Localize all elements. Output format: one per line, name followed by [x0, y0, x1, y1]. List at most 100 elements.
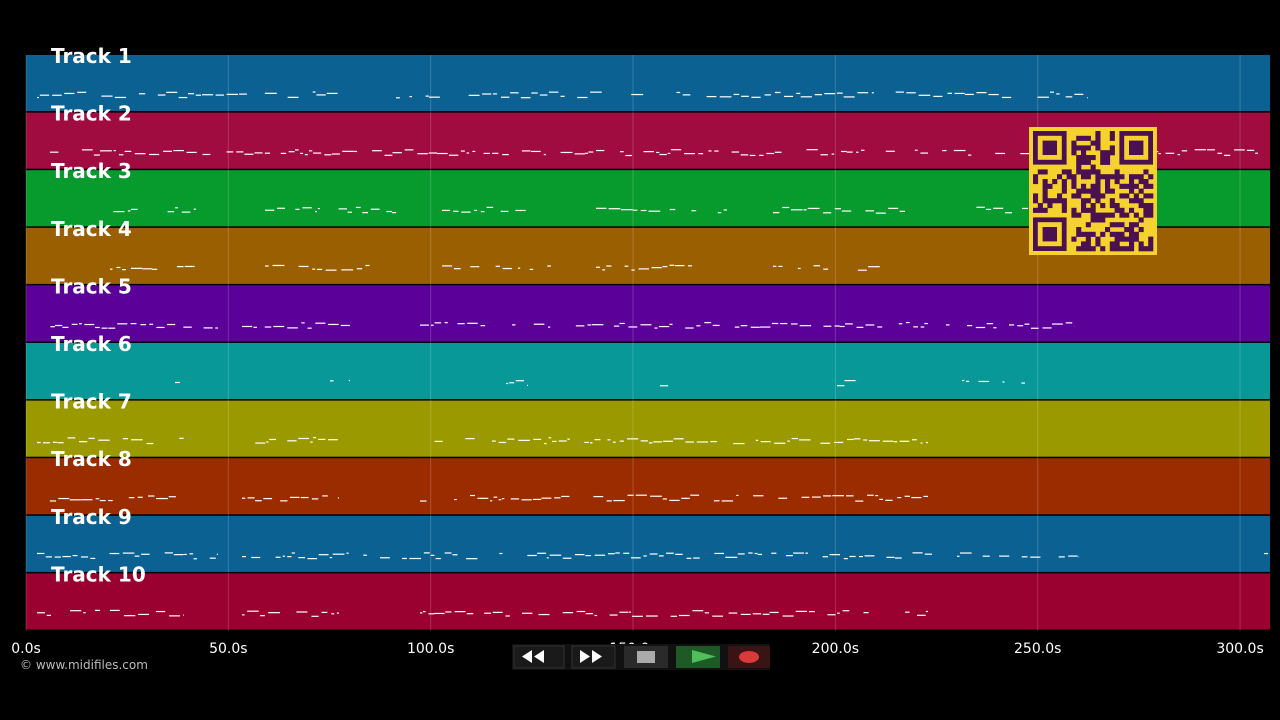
qr-module	[1081, 203, 1087, 209]
qr-module	[1119, 183, 1125, 189]
qr-module	[1090, 203, 1096, 209]
qr-module	[1095, 212, 1101, 218]
qr-module	[1109, 188, 1115, 194]
tick-label: 300.0s	[1216, 641, 1263, 657]
track-label: Track 2	[51, 102, 132, 126]
qr-module	[1133, 222, 1139, 228]
qr-module	[1085, 174, 1091, 180]
qr-module	[1109, 174, 1115, 180]
qr-module	[1071, 236, 1077, 242]
qr-module	[1114, 207, 1120, 213]
qr-module	[1076, 155, 1082, 161]
qr-module	[1085, 236, 1091, 242]
qr-module	[1114, 179, 1120, 185]
qr-module	[1129, 207, 1135, 213]
qr-module	[1105, 179, 1111, 185]
track-lane	[26, 515, 1270, 572]
qr-module	[1148, 193, 1154, 199]
qr-module	[1042, 198, 1048, 204]
qr-module	[1042, 193, 1048, 199]
qr-module	[1052, 198, 1058, 204]
qr-module	[1052, 179, 1058, 185]
qr-module	[1085, 222, 1091, 228]
qr-module	[1033, 207, 1039, 213]
qr-module	[1085, 135, 1091, 141]
qr-finder	[1042, 227, 1057, 242]
qr-module	[1100, 159, 1106, 165]
qr-module	[1061, 207, 1067, 213]
qr-module	[1095, 145, 1101, 151]
qr-module	[1033, 174, 1039, 180]
qr-module	[1148, 212, 1154, 218]
qr-module	[1143, 212, 1149, 218]
qr-module	[1124, 246, 1130, 252]
qr-module	[1119, 246, 1125, 252]
qr-module	[1095, 135, 1101, 141]
qr-module	[1042, 183, 1048, 189]
qr-module	[1095, 140, 1101, 146]
grid	[25, 55, 1241, 631]
qr-module	[1085, 198, 1091, 204]
qr-module	[1061, 169, 1067, 175]
qr-module	[1081, 135, 1087, 141]
qr-module	[1061, 188, 1067, 194]
qr-code	[1029, 127, 1157, 255]
qr-module	[1138, 203, 1144, 209]
qr-module	[1133, 231, 1139, 237]
qr-module	[1095, 198, 1101, 204]
qr-module	[1119, 193, 1125, 199]
transport-controls	[512, 644, 770, 670]
record-button[interactable]	[728, 646, 770, 668]
stop-button[interactable]	[624, 646, 668, 668]
qr-module	[1105, 159, 1111, 165]
rewind-button[interactable]	[513, 645, 565, 669]
qr-module	[1143, 207, 1149, 213]
qr-module	[1119, 207, 1125, 213]
qr-module	[1090, 246, 1096, 252]
qr-module	[1119, 222, 1125, 228]
qr-module	[1100, 203, 1106, 209]
qr-module	[1047, 183, 1053, 189]
qr-module	[1076, 231, 1082, 237]
tick-label: 0.0s	[11, 641, 41, 657]
qr-module	[1081, 183, 1087, 189]
qr-module	[1148, 174, 1154, 180]
qr-module	[1109, 135, 1115, 141]
forward-button[interactable]	[571, 645, 616, 669]
qr-module	[1133, 174, 1139, 180]
qr-module	[1109, 246, 1115, 252]
qr-module	[1066, 174, 1072, 180]
qr-module	[1081, 188, 1087, 194]
qr-module	[1124, 236, 1130, 242]
qr-module	[1090, 164, 1096, 170]
qr-module	[1143, 193, 1149, 199]
qr-module	[1095, 188, 1101, 194]
qr-module	[1081, 145, 1087, 151]
qr-module	[1109, 131, 1115, 137]
qr-module	[1100, 212, 1106, 218]
qr-module	[1095, 236, 1101, 242]
qr-module	[1071, 212, 1077, 218]
qr-module	[1042, 188, 1048, 194]
qr-module	[1129, 174, 1135, 180]
qr-module	[1085, 231, 1091, 237]
qr-module	[1061, 203, 1067, 209]
qr-module	[1033, 193, 1039, 199]
track-lane	[26, 573, 1270, 630]
qr-module	[1042, 169, 1048, 175]
qr-module	[1090, 217, 1096, 223]
play-button[interactable]	[676, 646, 720, 668]
track-lane	[26, 285, 1270, 342]
qr-module	[1129, 241, 1135, 247]
qr-module	[1129, 236, 1135, 242]
qr-module	[1148, 183, 1154, 189]
qr-module	[1114, 203, 1120, 209]
tick-label: 100.0s	[407, 641, 454, 657]
qr-module	[1090, 155, 1096, 161]
qr-module	[1105, 188, 1111, 194]
qr-module	[1148, 241, 1154, 247]
qr-module	[1081, 241, 1087, 247]
qr-module	[1037, 207, 1043, 213]
qr-module	[1133, 212, 1139, 218]
